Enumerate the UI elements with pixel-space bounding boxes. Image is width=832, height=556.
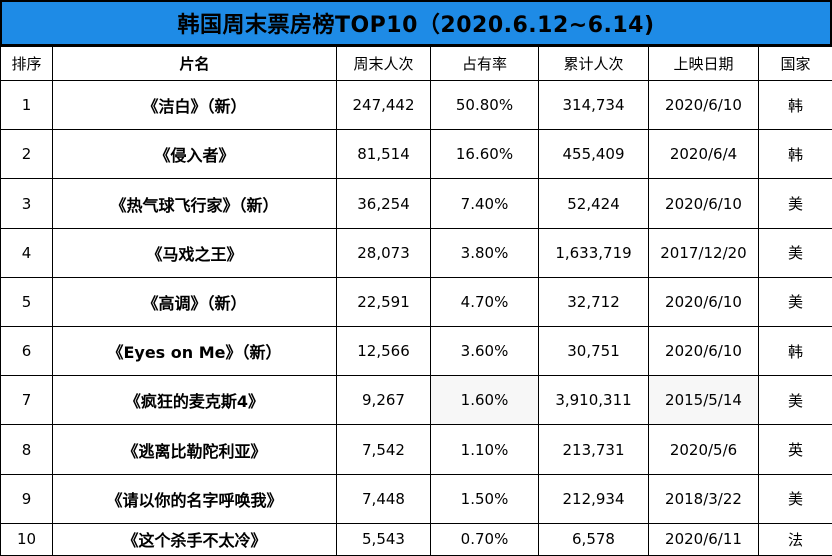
cell-name: 《热气球飞行家》（新） (52, 178, 337, 229)
cell-date: 2020/6/10 (648, 178, 759, 229)
cell-country: 法 (758, 522, 832, 556)
cell-share: 1.50% (430, 473, 539, 524)
table-row: 3 《热气球飞行家》（新） 36,254 7.40% 52,424 2020/6… (0, 178, 832, 229)
cell-total: 1,633,719 (538, 227, 649, 278)
cell-rank: 10 (0, 522, 53, 556)
cell-share: 16.60% (430, 129, 539, 180)
header-country: 国家 (758, 46, 832, 81)
header-share: 占有率 (430, 46, 539, 81)
cell-total: 213,731 (538, 424, 649, 475)
cell-name: 《洁白》（新） (52, 79, 337, 131)
cell-rank: 4 (0, 227, 53, 278)
header-date: 上映日期 (648, 46, 759, 81)
cell-total: 455,409 (538, 129, 649, 180)
cell-total: 3,910,311 (538, 375, 649, 426)
cell-rank: 1 (0, 79, 53, 131)
cell-share: 3.60% (430, 326, 539, 377)
cell-name: 《疯狂的麦克斯4》 (52, 375, 337, 426)
cell-date: 2018/3/22 (648, 473, 759, 524)
cell-share: 4.70% (430, 276, 539, 328)
table-row: 6 《Eyes on Me》（新） 12,566 3.60% 30,751 20… (0, 326, 832, 377)
cell-weekend: 5,543 (336, 522, 431, 556)
cell-date: 2020/6/10 (648, 276, 759, 328)
cell-date: 2020/6/4 (648, 129, 759, 180)
cell-rank: 6 (0, 326, 53, 377)
cell-date: 2020/5/6 (648, 424, 759, 475)
table-row: 9 《请以你的名字呼唤我》 7,448 1.50% 212,934 2018/3… (0, 473, 832, 524)
cell-country: 美 (758, 178, 832, 229)
cell-country: 英 (758, 424, 832, 475)
cell-name: 《Eyes on Me》（新） (52, 326, 337, 377)
cell-share: 1.10% (430, 424, 539, 475)
cell-date: 2015/5/14 (648, 375, 759, 426)
cell-share: 1.60% (430, 375, 539, 426)
cell-rank: 7 (0, 375, 53, 426)
table-row: 4 《马戏之王》 28,073 3.80% 1,633,719 2017/12/… (0, 227, 832, 278)
cell-weekend: 9,267 (336, 375, 431, 426)
header-rank: 排序 (0, 46, 53, 81)
cell-weekend: 247,442 (336, 79, 431, 131)
header-weekend: 周末人次 (336, 46, 431, 81)
cell-total: 30,751 (538, 326, 649, 377)
cell-date: 2020/6/10 (648, 326, 759, 377)
cell-name: 《逃离比勒陀利亚》 (52, 424, 337, 475)
table-row: 5 《高调》（新） 22,591 4.70% 32,712 2020/6/10 … (0, 276, 832, 328)
page-title: 韩国周末票房榜TOP10（2020.6.12~6.14) (0, 0, 832, 46)
cell-date: 2017/12/20 (648, 227, 759, 278)
cell-weekend: 28,073 (336, 227, 431, 278)
table-row: 10 《这个杀手不太冷》 5,543 0.70% 6,578 2020/6/11… (0, 522, 832, 556)
cell-weekend: 7,448 (336, 473, 431, 524)
cell-share: 0.70% (430, 522, 539, 556)
cell-name: 《马戏之王》 (52, 227, 337, 278)
box-office-table: 排序 片名 周末人次 占有率 累计人次 上映日期 国家 1 《洁白》（新） 24… (0, 46, 832, 556)
cell-rank: 2 (0, 129, 53, 180)
table-row: 8 《逃离比勒陀利亚》 7,542 1.10% 213,731 2020/5/6… (0, 424, 832, 475)
cell-rank: 9 (0, 473, 53, 524)
header-row: 排序 片名 周末人次 占有率 累计人次 上映日期 国家 (0, 46, 832, 81)
cell-country: 韩 (758, 79, 832, 131)
cell-country: 美 (758, 375, 832, 426)
cell-total: 212,934 (538, 473, 649, 524)
cell-name: 《高调》（新） (52, 276, 337, 328)
cell-country: 韩 (758, 129, 832, 180)
cell-name: 《这个杀手不太冷》 (52, 522, 337, 556)
cell-weekend: 22,591 (336, 276, 431, 328)
cell-weekend: 7,542 (336, 424, 431, 475)
cell-country: 美 (758, 473, 832, 524)
table-row: 1 《洁白》（新） 247,442 50.80% 314,734 2020/6/… (0, 79, 832, 131)
table-row: 7 《疯狂的麦克斯4》 9,267 1.60% 3,910,311 2015/5… (0, 375, 832, 426)
cell-date: 2020/6/10 (648, 79, 759, 131)
cell-country: 美 (758, 276, 832, 328)
cell-share: 3.80% (430, 227, 539, 278)
cell-weekend: 81,514 (336, 129, 431, 180)
cell-total: 314,734 (538, 79, 649, 131)
cell-country: 韩 (758, 326, 832, 377)
cell-name: 《请以你的名字呼唤我》 (52, 473, 337, 524)
cell-rank: 5 (0, 276, 53, 328)
cell-share: 50.80% (430, 79, 539, 131)
cell-total: 32,712 (538, 276, 649, 328)
cell-share: 7.40% (430, 178, 539, 229)
cell-country: 美 (758, 227, 832, 278)
cell-total: 52,424 (538, 178, 649, 229)
cell-name: 《侵入者》 (52, 129, 337, 180)
cell-total: 6,578 (538, 522, 649, 556)
header-total: 累计人次 (538, 46, 649, 81)
header-name: 片名 (52, 46, 337, 81)
cell-weekend: 12,566 (336, 326, 431, 377)
cell-rank: 3 (0, 178, 53, 229)
cell-date: 2020/6/11 (648, 522, 759, 556)
table-row: 2 《侵入者》 81,514 16.60% 455,409 2020/6/4 韩 (0, 129, 832, 180)
cell-weekend: 36,254 (336, 178, 431, 229)
cell-rank: 8 (0, 424, 53, 475)
